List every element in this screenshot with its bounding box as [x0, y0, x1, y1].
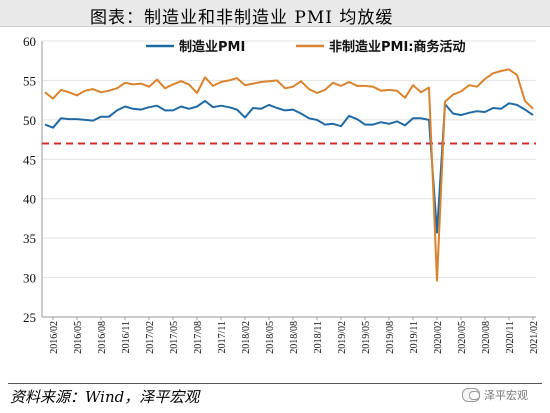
source-divider: [8, 383, 542, 384]
y-tick-label: 30: [23, 271, 36, 286]
x-tick-label: 2017/08: [193, 321, 204, 354]
x-tick-label: 2016/08: [97, 321, 108, 354]
watermark: 泽平宏观: [462, 386, 528, 404]
x-tick-label: 2020/08: [481, 321, 492, 354]
x-tick-label: 2017/02: [145, 321, 156, 354]
x-tick-label: 2019/02: [337, 321, 348, 354]
x-tick-label: 2018/02: [241, 321, 252, 354]
y-tick-label: 60: [23, 34, 36, 49]
y-tick-label: 40: [23, 192, 36, 207]
x-tick-label: 2018/05: [265, 321, 276, 354]
x-tick-label: 2020/11: [505, 321, 516, 353]
title-bar: 图表：制造业和非制造业 PMI 均放缓: [0, 0, 550, 28]
y-tick-label: 45: [23, 152, 36, 167]
x-tick-label: 2017/05: [169, 321, 180, 354]
x-tick-label: 2020/02: [433, 321, 444, 354]
pmi-line-chart: 25 30 35 40 45 50 55 60 2016/02 2016/05 2016/08 201…: [23, 34, 540, 354]
source-note: 资料来源：Wind，泽平宏观: [10, 388, 200, 406]
chart-title: 图表：制造业和非制造业 PMI 均放缓: [90, 8, 394, 28]
y-tick-label: 35: [23, 231, 36, 246]
x-tick-label: 2016/11: [121, 321, 132, 353]
x-tick-label: 2016/05: [73, 321, 84, 354]
non-manufacturing-pmi-line: [44, 68, 534, 282]
x-tick-label: 2019/11: [409, 321, 420, 353]
watermark-text: 泽平宏观: [484, 389, 528, 402]
x-tick-label: 2020/05: [457, 321, 468, 354]
manufacturing-pmi-line: [44, 99, 534, 234]
y-tick-label: 50: [23, 113, 36, 128]
x-tick-label: 2018/11: [313, 321, 324, 353]
x-tick-label: 2019/08: [385, 321, 396, 354]
x-tick-label: 2017/11: [217, 321, 228, 353]
wechat-icon: [462, 388, 480, 402]
y-tick-label: 25: [23, 310, 36, 325]
x-tick-label: 2021/02: [529, 321, 540, 354]
legend-label: 制造业PMI: [179, 39, 245, 55]
y-tick-label: 55: [23, 73, 36, 88]
x-tick-label: 2016/02: [49, 321, 60, 354]
legend-label: 非制造业PMI:商务活动: [329, 39, 466, 55]
x-tick-label: 2018/08: [289, 321, 300, 354]
x-tick-label: 2019/05: [361, 321, 372, 354]
